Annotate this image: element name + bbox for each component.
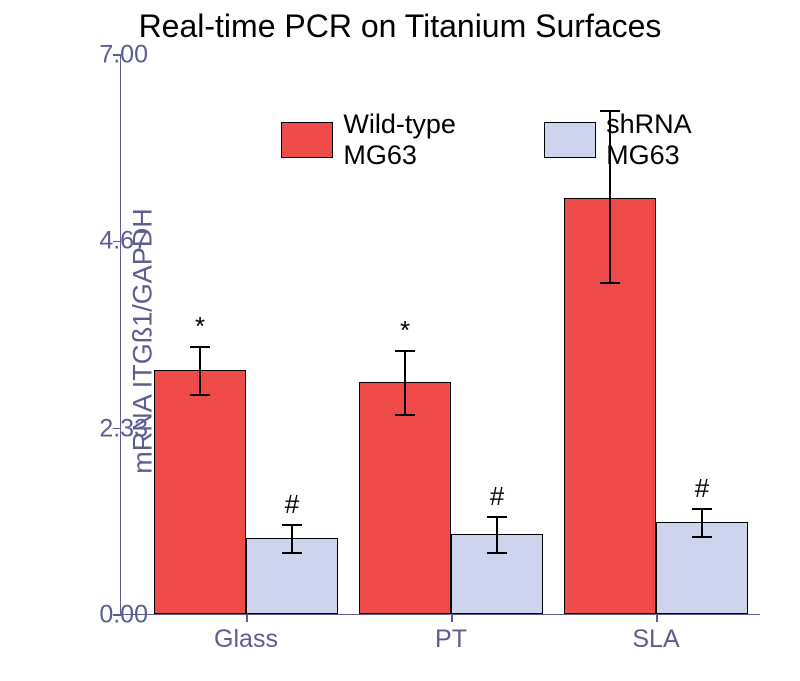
errorbar xyxy=(199,347,201,395)
bar-wildtype xyxy=(154,370,246,614)
errorbar-cap xyxy=(487,552,507,554)
errorbar-cap xyxy=(190,346,210,348)
ytick-label: 4.67 xyxy=(68,227,148,256)
chart-container: Real-time PCR on Titanium Surfaces mRNA … xyxy=(0,0,800,681)
xtick-label: SLA xyxy=(632,625,679,654)
annotation: # xyxy=(695,473,709,504)
annotation: # xyxy=(490,481,504,512)
legend-item-wildtype: Wild-type MG63 xyxy=(281,109,524,171)
chart-title: Real-time PCR on Titanium Surfaces xyxy=(0,8,800,45)
plot-area: Wild-type MG63 shRNA MG63 Glass*#PT*#SLA… xyxy=(120,55,760,615)
legend-label-shrna: shRNA MG63 xyxy=(606,109,760,171)
xtick-label: PT xyxy=(435,625,467,654)
bar-wildtype xyxy=(359,382,451,614)
annotation: * xyxy=(400,315,410,346)
legend-item-shrna: shRNA MG63 xyxy=(544,109,760,171)
legend-swatch-shrna xyxy=(544,122,596,158)
legend-label-wildtype: Wild-type MG63 xyxy=(343,109,523,171)
errorbar-cap xyxy=(395,350,415,352)
ytick-label: 0.00 xyxy=(68,601,148,630)
xtick-line xyxy=(451,614,453,622)
ytick-label: 2.33 xyxy=(68,414,148,443)
annotation: * xyxy=(195,311,205,342)
legend: Wild-type MG63 shRNA MG63 xyxy=(281,109,760,171)
errorbar xyxy=(404,351,406,415)
errorbar-cap xyxy=(487,516,507,518)
xtick-label: Glass xyxy=(214,625,278,654)
xtick-line xyxy=(246,614,248,622)
errorbar-cap xyxy=(395,414,415,416)
errorbar-cap xyxy=(692,536,712,538)
errorbar-cap xyxy=(600,282,620,284)
legend-swatch-wildtype xyxy=(281,122,333,158)
errorbar xyxy=(701,509,703,536)
errorbar xyxy=(291,525,293,552)
errorbar-cap xyxy=(190,394,210,396)
errorbar-cap xyxy=(282,524,302,526)
ytick-label: 7.00 xyxy=(68,41,148,70)
errorbar-cap xyxy=(282,552,302,554)
errorbar xyxy=(496,517,498,552)
errorbar-cap xyxy=(692,508,712,510)
annotation: # xyxy=(285,489,299,520)
xtick-line xyxy=(656,614,658,622)
